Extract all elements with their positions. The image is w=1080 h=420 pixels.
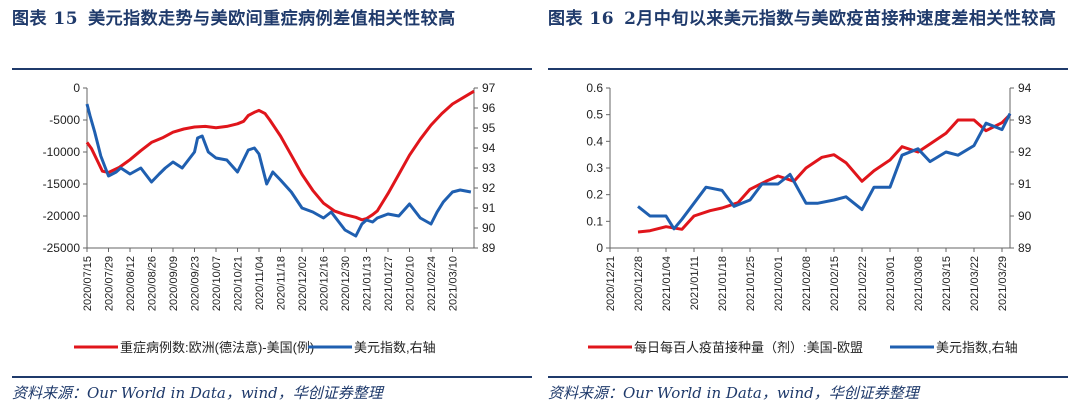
x-tick-label: 2021/03/08 xyxy=(913,256,925,311)
x-tick-label: 2021/02/08 xyxy=(801,256,813,311)
y-right-tick-label: 90 xyxy=(1018,209,1032,223)
x-tick-label: 2020/12/16 xyxy=(319,256,331,311)
chart-title: 图表 15 美元指数走势与美欧间重症病例差值相关性较高 xyxy=(12,4,532,34)
y-left-tick-label: 0 xyxy=(596,241,603,255)
x-tick-label: 2020/09/09 xyxy=(168,256,180,311)
x-tick-label: 2021/01/27 xyxy=(383,256,395,311)
x-tick-label: 2020/07/29 xyxy=(104,256,116,311)
title-rule xyxy=(548,68,1068,70)
legend-label: 每日每百人疫苗接种量（剂）:美国-欧盟 xyxy=(634,340,863,355)
series-line-0 xyxy=(85,89,475,222)
legend-label: 重症病例数:欧洲(德法意)-美国(例) xyxy=(120,340,314,355)
x-tick-label: 2021/03/01 xyxy=(885,256,897,311)
source-rule xyxy=(12,376,532,378)
series-line-1 xyxy=(85,103,472,238)
x-tick-label: 2020/10/07 xyxy=(211,256,223,311)
x-tick-label: 2020/08/12 xyxy=(125,256,137,311)
y-right-tick-label: 92 xyxy=(482,181,496,195)
y-right-tick-label: 91 xyxy=(482,201,496,215)
x-tick-label: 2021/03/10 xyxy=(448,256,460,311)
x-tick-label: 2021/01/25 xyxy=(745,256,757,311)
y-left-tick-label: -25000 xyxy=(43,241,81,255)
y-right-tick-label: 96 xyxy=(482,101,496,115)
source-rule xyxy=(548,376,1068,378)
title-rule xyxy=(12,68,532,70)
x-tick-label: 2021/03/22 xyxy=(969,256,981,311)
y-right-tick-label: 95 xyxy=(482,121,496,135)
figure-number: 15 xyxy=(53,9,79,29)
series-line-0 xyxy=(637,113,1012,234)
y-left-tick-label: -15000 xyxy=(43,177,81,191)
y-right-tick-label: 94 xyxy=(1018,81,1032,95)
source-note: 资料来源：Our World in Data，wind，华创证券整理 xyxy=(548,384,919,402)
figure-number: 16 xyxy=(589,9,615,29)
x-tick-label: 2021/01/18 xyxy=(717,256,729,311)
y-right-tick-label: 91 xyxy=(1018,177,1032,191)
x-tick-label: 2020/10/21 xyxy=(233,256,245,311)
chart-panel-right: 图表 16 2月中旬以来美元指数与美欧疫苗接种速度差相关性较高 0.6 0.5 0.4… xyxy=(548,0,1068,420)
y-left-tick-label: 0.3 xyxy=(586,161,603,175)
y-right-tick-label: 89 xyxy=(1018,241,1032,255)
chart-left: 0 -5000 -10000 -15000 -20000 -25000 97 96 95 94 93… xyxy=(43,81,496,355)
x-tick-label: 2021/03/15 xyxy=(941,256,953,311)
y-right-tick-label: 97 xyxy=(482,81,496,95)
series-line-1 xyxy=(637,112,1012,231)
x-tick-label: 2021/02/01 xyxy=(773,256,785,311)
x-tick-label: 2021/03/29 xyxy=(997,256,1009,311)
y-left-tick-label: 0.6 xyxy=(586,81,603,95)
figure-label: 图表 xyxy=(548,9,583,29)
x-tick-label: 2021/02/24 xyxy=(426,256,438,311)
x-tick-label: 2020/09/23 xyxy=(190,256,202,311)
x-tick-label: 2021/01/04 xyxy=(661,256,673,311)
y-left-tick-label: 0 xyxy=(73,81,80,95)
x-tick-label: 2020/12/02 xyxy=(297,256,309,311)
figure-label: 图表 xyxy=(12,9,47,29)
figure-title: 美元指数走势与美欧间重症病例差值相关性较高 xyxy=(88,9,456,29)
chart-right: 0.6 0.5 0.4 0.3 0.2 0.1 0 94 93 92 91 90 89 2020/12/2… xyxy=(586,81,1032,355)
y-right-tick-label: 94 xyxy=(482,141,496,155)
figure-title: 2月中旬以来美元指数与美欧疫苗接种速度差相关性较高 xyxy=(624,9,1057,29)
x-tick-label: 2021/01/13 xyxy=(362,256,374,311)
x-tick-label: 2020/11/18 xyxy=(276,256,288,310)
x-tick-label: 2020/07/15 xyxy=(82,256,94,311)
x-tick-label: 2021/02/22 xyxy=(857,256,869,311)
y-right-tick-label: 89 xyxy=(482,241,496,255)
legend-label: 美元指数,右轴 xyxy=(354,340,436,355)
y-left-tick-label: -20000 xyxy=(43,209,81,223)
y-right-tick-label: 90 xyxy=(482,221,496,235)
source-note: 资料来源：Our World in Data，wind，华创证券整理 xyxy=(12,384,383,402)
legend-label: 美元指数,右轴 xyxy=(936,340,1018,355)
y-right-tick-label: 92 xyxy=(1018,145,1032,159)
y-left-tick-label: -10000 xyxy=(43,145,81,159)
x-tick-label: 2020/12/21 xyxy=(605,256,617,311)
x-tick-label: 2020/11/04 xyxy=(254,256,266,310)
y-left-tick-label: -5000 xyxy=(49,113,80,127)
x-tick-label: 2021/02/10 xyxy=(405,256,417,311)
chart-panel-left: 图表 15 美元指数走势与美欧间重症病例差值相关性较高 0 -5000 -10000 -… xyxy=(12,0,532,420)
y-left-tick-label: 0.1 xyxy=(586,214,603,228)
y-left-tick-label: 0.5 xyxy=(586,108,603,122)
y-right-tick-label: 93 xyxy=(482,161,496,175)
x-tick-label: 2020/08/26 xyxy=(147,256,159,311)
chart-title: 图表 16 2月中旬以来美元指数与美欧疫苗接种速度差相关性较高 xyxy=(548,4,1068,34)
y-right-tick-label: 93 xyxy=(1018,113,1032,127)
x-tick-label: 2021/01/11 xyxy=(689,256,701,310)
x-tick-label: 2020/12/28 xyxy=(633,256,645,311)
y-left-tick-label: 0.2 xyxy=(586,188,603,202)
x-tick-label: 2021/02/15 xyxy=(829,256,841,311)
y-left-tick-label: 0.4 xyxy=(586,134,603,148)
x-tick-label: 2020/12/30 xyxy=(340,256,352,311)
